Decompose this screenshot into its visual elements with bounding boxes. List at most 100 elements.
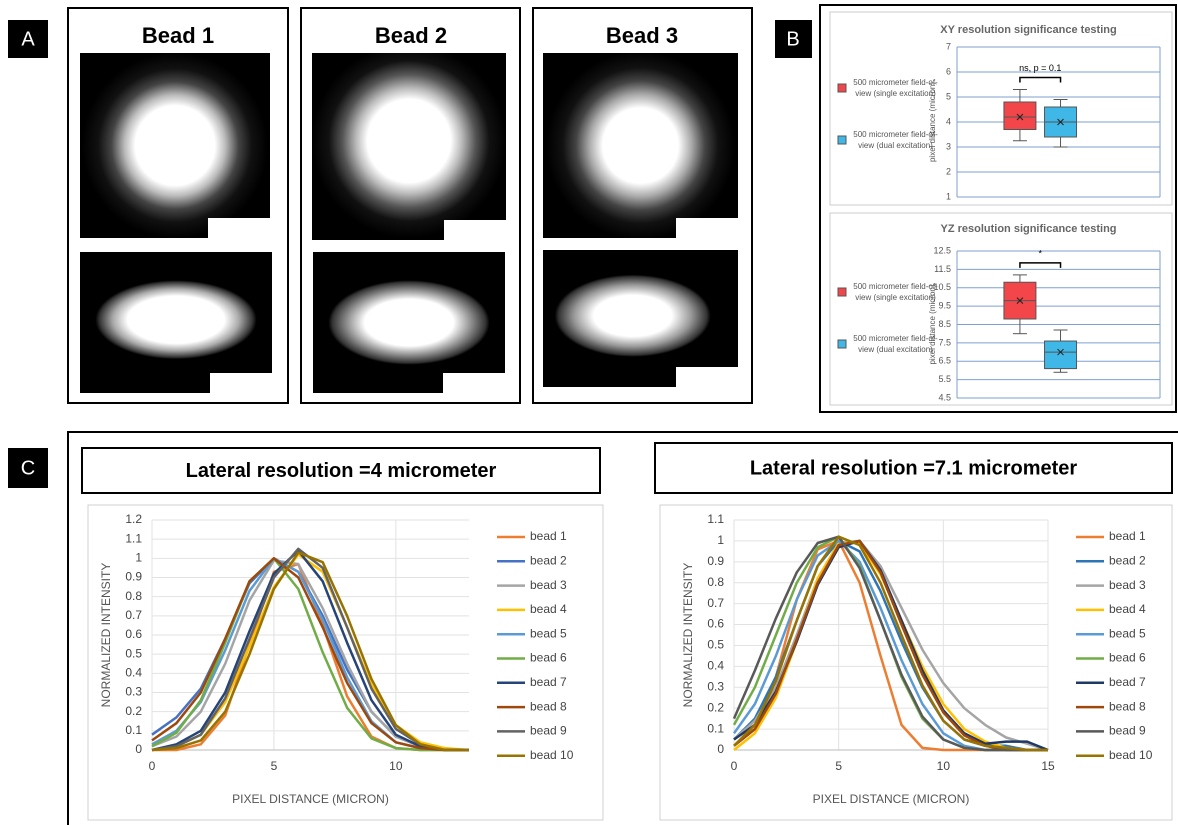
panel-label-box — [8, 20, 48, 58]
y-tick-label: 1 — [717, 533, 724, 547]
line — [732, 535, 1048, 752]
legend-label: bead 7 — [1109, 675, 1146, 689]
bead-frame — [67, 7, 289, 404]
box — [1044, 340, 1078, 370]
line — [151, 557, 469, 752]
panel-label: A — [21, 28, 35, 50]
y-tick-label: 6 — [946, 66, 951, 76]
x-tick-label: 5 — [835, 759, 842, 773]
y-tick-label: 4.5 — [938, 392, 951, 402]
legend-label: bead 8 — [1109, 699, 1146, 713]
x-axis-label: PIXEL DISTANCE (MICRON) — [232, 792, 389, 806]
y-tick-label: 5.5 — [938, 374, 951, 384]
line — [151, 549, 469, 752]
chart-title: Lateral resolution =7.1 micrometer — [750, 457, 1078, 479]
y-tick-label: 0.4 — [707, 659, 724, 673]
y-tick-label: 0.2 — [125, 704, 142, 718]
y-tick-label: 1.1 — [707, 512, 724, 526]
legend-label: bead 10 — [1109, 748, 1153, 762]
bead-image — [312, 53, 506, 240]
mean-marker — [1016, 113, 1024, 121]
y-tick-label: 0.7 — [125, 608, 142, 622]
x-tick-label: 5 — [271, 759, 278, 773]
y-tick-label: 0 — [135, 742, 142, 756]
y-tick-label: 0.1 — [125, 723, 142, 737]
y-tick-label: 6.5 — [938, 356, 951, 366]
y-tick-label: 1 — [946, 191, 951, 201]
y-axis-label: NORMALIZED INTENSITY — [99, 563, 113, 708]
legend-label: bead 4 — [1109, 602, 1146, 616]
legend-label: bead 7 — [530, 675, 567, 689]
y-tick-label: 0.2 — [707, 700, 724, 714]
legend-label: bead 9 — [530, 724, 567, 738]
y-axis-label: pixel distance (micron) — [928, 284, 937, 364]
legend-label: 500 micrometer field-of-view (single exc… — [853, 78, 938, 98]
x-tick-label: 0 — [731, 759, 738, 773]
legend-label: bead 3 — [1109, 578, 1146, 592]
y-tick-label: 12.5 — [933, 245, 951, 255]
annotation: ns, p = 0.1 — [1019, 63, 1061, 73]
y-tick-label: 7.5 — [938, 337, 951, 347]
legend-label: bead 6 — [530, 651, 567, 665]
y-tick-label: 0.4 — [125, 666, 142, 680]
y-tick-label: 0.1 — [707, 721, 724, 735]
bead-title: Bead 1 — [142, 23, 214, 48]
bead-image — [543, 53, 738, 238]
chart-frame — [829, 212, 1173, 406]
chart-title: XY resolution significance testing — [940, 24, 1116, 36]
legend-label: bead 5 — [1109, 626, 1146, 640]
mean-marker — [1016, 297, 1024, 304]
bead-image — [80, 53, 270, 238]
x-tick-label: 15 — [1041, 759, 1055, 773]
bead-frame — [300, 7, 521, 404]
y-tick-label: 11.5 — [934, 264, 951, 274]
x-tick-label: 0 — [149, 759, 156, 773]
y-tick-label: 1.1 — [125, 531, 142, 545]
legend-label: bead 2 — [530, 553, 567, 567]
line — [151, 557, 469, 752]
title-box — [654, 442, 1173, 494]
panel-frame — [819, 4, 1177, 413]
bead-frame — [532, 7, 753, 404]
panel-label: C — [21, 457, 35, 479]
y-tick-label: 5 — [946, 91, 951, 101]
chart-frame — [829, 11, 1173, 206]
y-tick-label: 0.8 — [707, 575, 724, 589]
y-tick-label: 0.6 — [707, 617, 724, 631]
chart-title: YZ resolution significance testing — [940, 223, 1116, 235]
y-tick-label: 0.9 — [125, 570, 142, 584]
legend-label: 500 micrometer field-of-view (dual excit… — [853, 130, 938, 150]
title-box — [81, 447, 601, 494]
y-tick-label: 0.7 — [707, 596, 724, 610]
legend-label: bead 10 — [530, 748, 574, 762]
significance-bracket — [1019, 262, 1062, 268]
x-axis-label: PIXEL DISTANCE (MICRON) — [813, 792, 970, 806]
y-tick-label: 0.3 — [707, 679, 724, 693]
box — [1003, 101, 1037, 130]
mean-marker — [1057, 348, 1064, 356]
y-tick-label: 7 — [946, 41, 951, 51]
legend-label: bead 8 — [530, 699, 567, 713]
bead-title: Bead 2 — [375, 23, 447, 48]
legend-label: bead 9 — [1109, 724, 1146, 738]
bead-image — [80, 252, 272, 393]
legend-label: bead 6 — [1109, 651, 1146, 665]
y-tick-label: 0.5 — [707, 638, 724, 652]
panel-label: B — [786, 28, 799, 50]
legend-label: bead 4 — [530, 602, 567, 616]
bead-image — [543, 250, 738, 387]
bead-image — [313, 252, 505, 393]
legend-swatch — [837, 135, 847, 145]
y-tick-label: 1.2 — [125, 512, 142, 526]
legend-swatch — [837, 83, 847, 93]
panel-label-box — [8, 448, 48, 488]
y-tick-label: 10.5 — [933, 282, 951, 292]
legend-label: bead 1 — [530, 529, 567, 543]
legend-label: 500 micrometer field-of-view (single exc… — [853, 282, 938, 302]
y-axis-label: NORMALIZED INTENSITY — [681, 563, 695, 708]
line — [151, 551, 469, 752]
chart-title: Lateral resolution =4 micrometer — [186, 460, 497, 482]
y-tick-label: 8.5 — [938, 319, 951, 329]
